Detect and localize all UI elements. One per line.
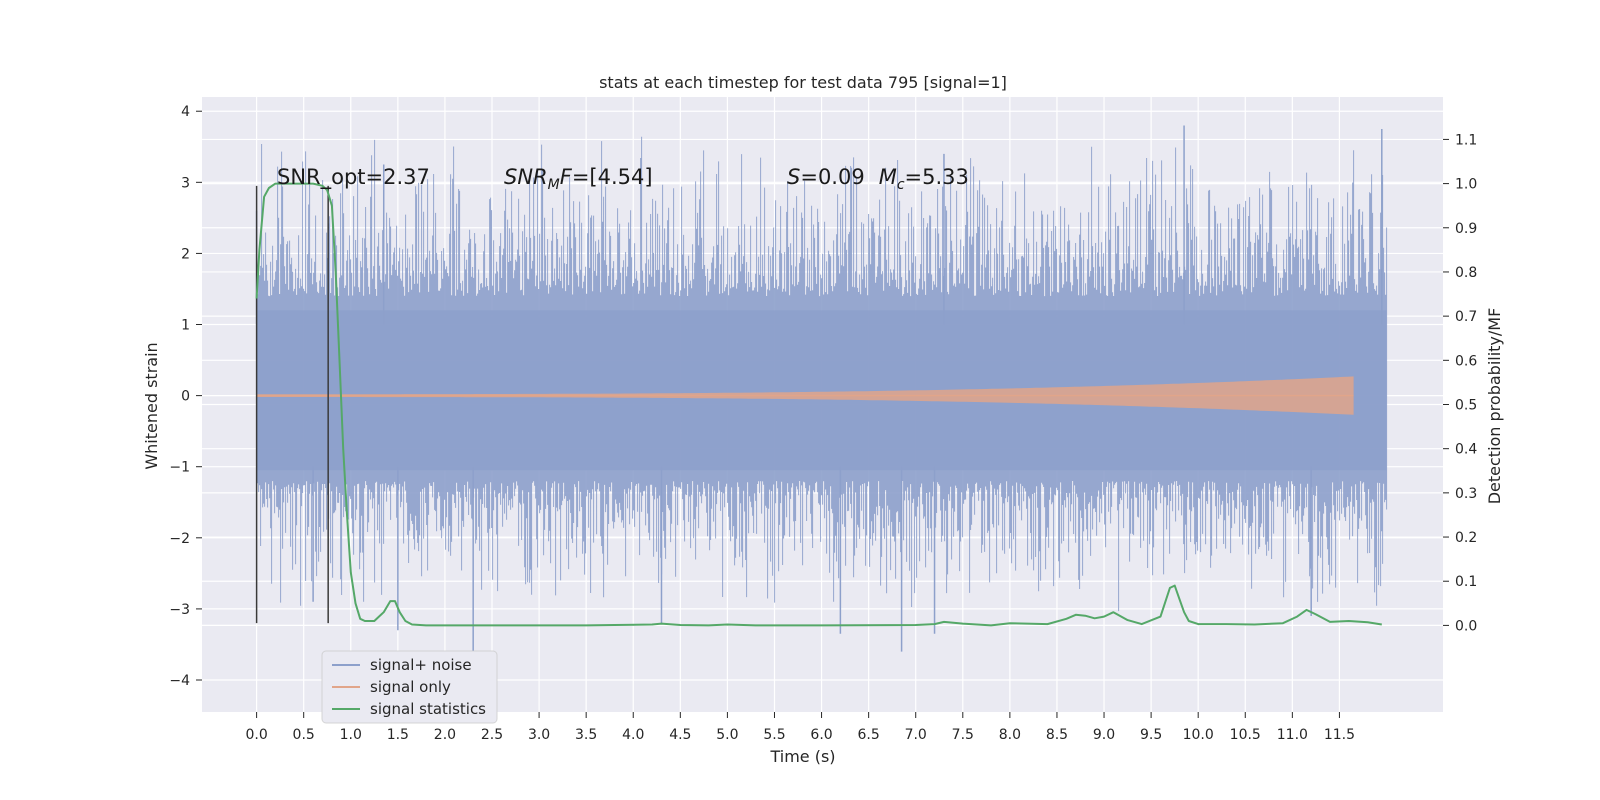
y-right-tick-label: 0.3 bbox=[1455, 486, 1477, 502]
y-left-tick-label: −1 bbox=[169, 460, 190, 476]
y-right-tick-label: 1.0 bbox=[1455, 177, 1477, 193]
x-tick-label: 4.5 bbox=[669, 727, 691, 743]
x-tick-label: 0.5 bbox=[293, 727, 315, 743]
y-right-tick-label: 1.1 bbox=[1455, 132, 1477, 148]
y-right-tick-label: 0.9 bbox=[1455, 221, 1477, 237]
y-axis-right-ticks: 0.0 0.1 0.2 0.3 0.4 0.5 0.6 0.7 0.8 0.9 1.0 1.1 bbox=[1443, 132, 1477, 634]
statistics-line bbox=[255, 182, 1382, 627]
legend: signal+ noise signal only signal statist… bbox=[321, 650, 498, 724]
y-left-tick-label: 3 bbox=[181, 175, 190, 191]
y-left-tick-label: 1 bbox=[181, 318, 190, 334]
x-tick-label: 10.5 bbox=[1230, 727, 1261, 743]
series-signal-statistics bbox=[255, 182, 1382, 627]
x-tick-label: 10.0 bbox=[1183, 727, 1214, 743]
y-right-tick-label: 0.7 bbox=[1455, 309, 1477, 325]
y-axis-left-label: Whitened strain bbox=[142, 342, 161, 469]
y-axis-right-label: Detection probability/MF bbox=[1485, 308, 1504, 505]
x-tick-label: 7.5 bbox=[952, 727, 974, 743]
y-left-tick-label: −2 bbox=[169, 531, 190, 547]
x-tick-label: 8.5 bbox=[1046, 727, 1068, 743]
y-right-tick-label: 0.6 bbox=[1455, 353, 1477, 369]
y-left-tick-label: −4 bbox=[169, 673, 190, 689]
legend-label-signal-statistics: signal statistics bbox=[370, 700, 486, 718]
legend-box bbox=[321, 650, 498, 724]
x-tick-label: 3.0 bbox=[528, 727, 550, 743]
x-tick-label: 3.5 bbox=[575, 727, 597, 743]
y-left-tick-label: 4 bbox=[181, 104, 190, 120]
x-tick-label: 0.0 bbox=[245, 727, 267, 743]
x-tick-label: 2.5 bbox=[481, 727, 503, 743]
x-tick-label: 5.5 bbox=[763, 727, 785, 743]
legend-label-signal-only: signal only bbox=[370, 678, 451, 696]
x-tick-label: 11.0 bbox=[1277, 727, 1308, 743]
y-right-tick-label: 0.1 bbox=[1455, 574, 1477, 590]
y-right-tick-label: 0.0 bbox=[1455, 618, 1477, 634]
x-tick-label: 9.5 bbox=[1140, 727, 1162, 743]
annotation-s-mc: S=0.09 Mc=5.33 bbox=[787, 165, 969, 193]
y-right-tick-label: 0.4 bbox=[1455, 442, 1477, 458]
x-tick-label: 9.0 bbox=[1093, 727, 1115, 743]
annotation-snr-mf: SNRMF=[4.54] bbox=[504, 165, 653, 193]
x-tick-label: 4.0 bbox=[622, 727, 644, 743]
x-tick-label: 11.5 bbox=[1324, 727, 1355, 743]
x-tick-label: 1.5 bbox=[387, 727, 409, 743]
y-left-tick-label: 2 bbox=[181, 246, 190, 262]
x-tick-label: 8.0 bbox=[999, 727, 1021, 743]
x-tick-label: 6.0 bbox=[810, 727, 832, 743]
x-axis-label: Time (s) bbox=[769, 747, 835, 766]
y-right-tick-label: 0.2 bbox=[1455, 530, 1477, 546]
y-right-tick-label: 0.8 bbox=[1455, 265, 1477, 281]
chart-title: stats at each timestep for test data 795… bbox=[599, 73, 1007, 92]
x-tick-label: 1.0 bbox=[340, 727, 362, 743]
series-signal-only bbox=[256, 376, 1354, 415]
x-tick-label: 6.5 bbox=[858, 727, 880, 743]
y-right-tick-label: 0.5 bbox=[1455, 398, 1477, 414]
y-axis-left-ticks: −4 −3 −2 −1 0 1 2 3 4 bbox=[169, 104, 202, 689]
event-markers bbox=[255, 185, 329, 624]
x-tick-label: 7.0 bbox=[905, 727, 927, 743]
x-tick-label: 5.0 bbox=[716, 727, 738, 743]
y-left-tick-label: −3 bbox=[169, 602, 190, 618]
legend-label-signal-noise: signal+ noise bbox=[370, 656, 472, 674]
x-axis-ticks: 0.0 0.5 1.0 1.5 2.0 2.5 3.0 3.5 4.0 4.5 5.0 5.5 6.0 6… bbox=[245, 712, 1355, 743]
annotation-snr-opt: SNR_opt=2.37 bbox=[277, 165, 430, 190]
y-left-tick-label: 0 bbox=[181, 389, 190, 405]
x-tick-label: 2.0 bbox=[434, 727, 456, 743]
